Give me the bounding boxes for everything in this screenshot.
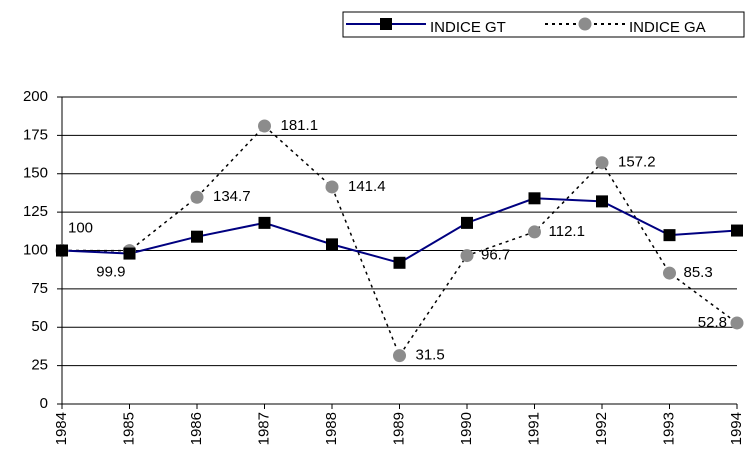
y-tick-label: 100 [23,241,48,258]
legend-label: INDICE GT [430,19,506,36]
legend-marker [578,17,592,31]
y-tick-label: 175 [23,126,48,143]
data-point [123,247,136,260]
data-point [258,119,271,133]
data-point [595,156,609,170]
data-point [460,249,474,263]
x-tick-label: 1989 [390,412,407,445]
legend-marker [380,18,392,30]
x-tick-label: 1994 [728,412,745,445]
data-label: 112.1 [549,223,585,240]
y-tick-label: 50 [31,318,48,335]
data-point [190,190,204,204]
data-point [730,316,744,330]
x-tick-label: 1993 [660,412,677,445]
data-point [596,195,608,208]
legend-label: INDICE GA [629,19,706,36]
data-label: 99.9 [96,264,125,281]
x-tick-label: 1992 [593,412,610,445]
x-tick-label: 1991 [525,412,542,445]
y-tick-label: 0 [40,395,48,412]
y-tick-label: 125 [23,203,48,220]
data-label: 141.4 [348,178,386,195]
series-line [61,197,738,264]
data-label: 96.7 [481,247,510,264]
data-point [258,216,271,229]
x-tick-label: 1990 [458,412,475,445]
data-point [528,192,541,205]
data-point [191,230,203,243]
data-label: 134.7 [213,188,251,205]
data-point [325,180,339,194]
data-point [461,216,473,229]
data-point [731,224,743,237]
x-tick-label: 1984 [53,412,70,445]
y-tick-label: 200 [23,88,48,105]
data-label: 157.2 [618,154,656,171]
data-label: 85.3 [684,264,713,281]
series-line [61,124,738,358]
x-tick-label: 1986 [188,412,205,445]
x-tick-label: 1987 [255,412,272,445]
x-tick-label: 1988 [323,412,340,445]
x-tick-label: 1985 [120,412,137,445]
legend: INDICE GT INDICE GA [342,11,745,38]
data-point [528,225,541,239]
data-point [326,238,338,251]
data-point [56,244,68,257]
data-point [393,349,406,363]
data-point [663,266,676,280]
y-tick-label: 75 [31,280,48,297]
data-label: 31.5 [416,347,445,364]
data-label: 100 [68,219,93,236]
data-label: 52.8 [698,314,727,331]
data-point [393,256,406,269]
y-tick-label: 25 [31,357,48,374]
y-tick-label: 150 [23,165,48,182]
data-point [663,229,676,242]
data-label: 181.1 [281,117,319,134]
